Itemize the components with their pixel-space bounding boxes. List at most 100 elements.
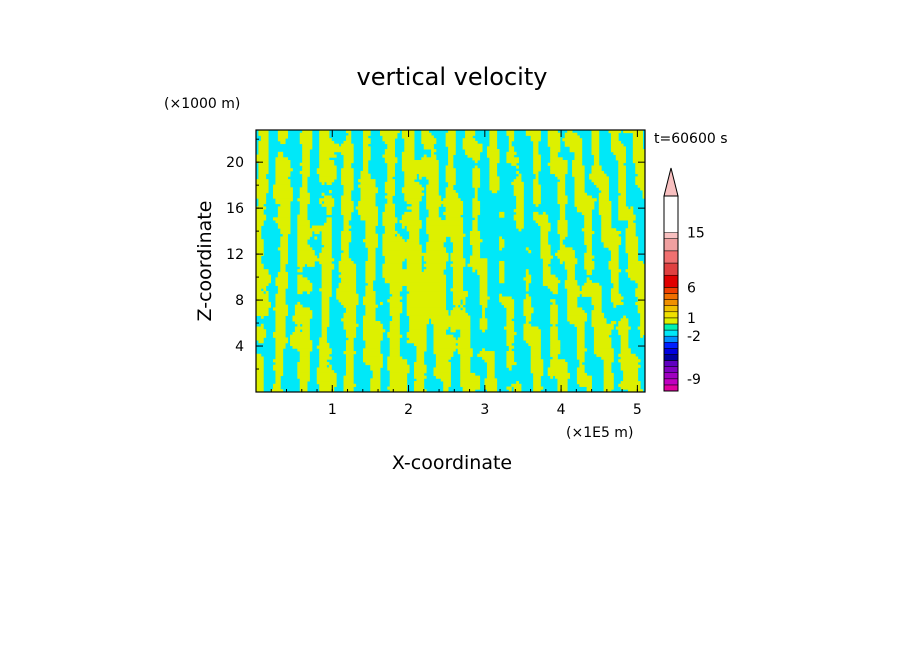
field-cell	[319, 179, 335, 183]
field-cell	[506, 307, 515, 311]
field-cell	[290, 340, 313, 344]
field-cell	[321, 236, 332, 240]
field-cell	[567, 269, 575, 273]
field-cell	[469, 236, 481, 240]
field-cell	[620, 364, 641, 368]
field-cell	[319, 149, 354, 153]
field-cell	[372, 370, 381, 374]
field-cell	[275, 165, 291, 169]
field-cell	[610, 277, 619, 281]
field-cell	[384, 277, 447, 281]
field-cell	[482, 307, 485, 311]
field-cell	[299, 206, 308, 210]
field-cell	[564, 135, 580, 139]
field-cell	[316, 345, 330, 349]
field-cell	[338, 269, 357, 273]
field-cell	[319, 173, 337, 177]
field-cell	[319, 132, 330, 136]
field-cell	[491, 190, 498, 194]
field-cell	[258, 130, 269, 134]
field-cell	[489, 135, 498, 139]
field-cell	[382, 250, 422, 254]
chart-title: vertical velocity	[357, 63, 548, 91]
field-cell	[362, 326, 383, 330]
field-cell	[574, 198, 597, 202]
field-cell	[256, 280, 271, 284]
field-cell	[277, 154, 284, 158]
field-cell	[277, 247, 289, 251]
field-cell	[319, 154, 337, 158]
field-cell	[508, 389, 512, 392]
field-cell	[299, 211, 308, 216]
field-cell	[406, 239, 420, 243]
field-cell	[513, 192, 524, 196]
field-cell	[535, 203, 539, 207]
y-tick-label: 12	[226, 247, 244, 263]
field-cell	[479, 282, 488, 286]
field-cell	[426, 200, 464, 205]
field-cell	[484, 383, 498, 387]
field-cell	[389, 337, 400, 341]
field-cell	[559, 239, 563, 243]
field-cell	[297, 255, 318, 259]
field-cell	[299, 192, 310, 196]
field-cell	[584, 239, 592, 243]
field-cell	[365, 269, 376, 273]
field-cell	[465, 130, 476, 134]
field-cell	[489, 165, 498, 169]
field-cell	[547, 162, 568, 166]
field-cell	[299, 138, 313, 142]
field-cell	[345, 138, 352, 142]
field-cell	[321, 307, 330, 311]
field-cell	[567, 310, 585, 314]
field-cell	[336, 288, 357, 292]
field-cell	[530, 345, 541, 349]
field-cell	[547, 135, 561, 139]
field-cell	[319, 165, 337, 169]
field-cell	[414, 364, 427, 368]
field-cell	[297, 269, 303, 273]
field-cell	[448, 154, 454, 158]
field-cell	[584, 225, 592, 229]
field-cell	[557, 220, 568, 224]
field-cell	[319, 361, 330, 366]
field-cell	[256, 233, 262, 237]
field-cell	[435, 375, 451, 379]
field-cell	[452, 271, 464, 276]
field-cell	[506, 151, 517, 155]
field-cell	[280, 266, 286, 270]
field-cell	[506, 157, 519, 161]
field-cell	[625, 230, 636, 235]
field-cell	[319, 200, 323, 205]
field-cell	[297, 233, 313, 237]
field-cell	[341, 176, 354, 180]
field-cell	[593, 157, 600, 161]
field-cell	[445, 140, 456, 145]
field-cell	[462, 389, 476, 392]
field-cell	[506, 359, 515, 363]
field-cell	[584, 220, 592, 224]
field-cell	[319, 383, 337, 387]
field-cell	[542, 282, 558, 286]
field-cell	[367, 247, 376, 251]
field-cell	[465, 132, 476, 136]
field-cell	[506, 154, 515, 158]
field-cell	[414, 383, 425, 387]
field-cell	[316, 378, 337, 382]
field-cell	[555, 375, 571, 379]
field-cell	[513, 217, 524, 221]
field-cell	[256, 222, 264, 226]
field-cell	[277, 225, 291, 229]
field-cell	[557, 250, 575, 254]
field-cell	[297, 214, 308, 218]
field-cell	[256, 160, 269, 164]
field-cell	[460, 334, 471, 338]
field-cell	[523, 312, 532, 316]
field-cell	[445, 132, 456, 136]
field-cell	[258, 168, 269, 172]
field-cell	[404, 176, 417, 180]
field-cell	[591, 151, 600, 155]
field-cell	[445, 173, 456, 177]
field-cell	[365, 304, 378, 308]
field-cell	[384, 160, 398, 164]
